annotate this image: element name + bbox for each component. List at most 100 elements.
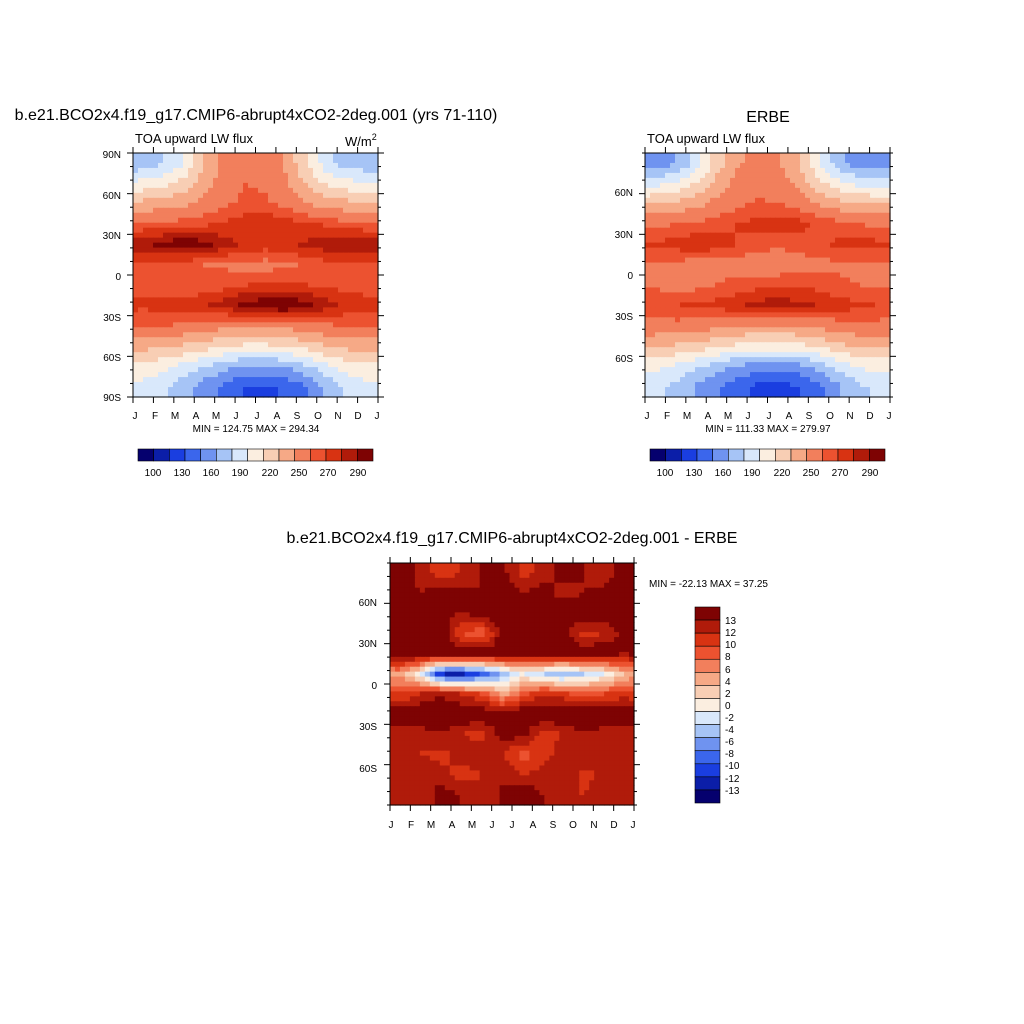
contour-cell	[348, 317, 354, 323]
contour-cell	[323, 212, 329, 219]
contour-cell	[333, 392, 339, 398]
contour-cell	[705, 202, 711, 209]
contour-cell	[153, 222, 159, 229]
contour-cell	[780, 292, 786, 299]
contour-cell	[870, 312, 876, 318]
contour-cell	[745, 337, 751, 343]
contour-cell	[288, 362, 294, 368]
contour-cell	[845, 232, 851, 239]
contour-cell	[725, 287, 731, 294]
contour-cell	[328, 372, 334, 378]
contour-cell	[263, 227, 269, 234]
contour-cell	[253, 392, 259, 398]
contour-cell	[755, 237, 761, 244]
contour-cell	[148, 317, 154, 323]
contour-cell	[323, 287, 329, 294]
contour-cell	[323, 167, 329, 174]
contour-cell	[288, 302, 294, 308]
contour-cell	[860, 267, 866, 274]
contour-cell	[655, 367, 661, 373]
contour-cell	[810, 322, 816, 328]
contour-cell	[650, 167, 656, 174]
contour-cell	[750, 172, 756, 179]
contour-cell	[253, 197, 259, 204]
contour-cell	[730, 267, 736, 274]
contour-cell	[258, 242, 264, 249]
contour-cell	[278, 172, 284, 179]
contour-cell	[368, 392, 374, 398]
contour-cell	[193, 357, 199, 363]
contour-cell	[213, 262, 219, 269]
contour-cell	[243, 177, 249, 184]
contour-cell	[348, 212, 354, 219]
contour-cell	[715, 372, 721, 378]
contour-cell	[318, 337, 324, 343]
contour-cell	[755, 347, 761, 353]
contour-cell	[213, 312, 219, 318]
contour-cell	[660, 357, 666, 363]
contour-cell	[810, 227, 816, 234]
contour-cell	[178, 153, 184, 159]
contour-cell	[660, 222, 666, 229]
contour-cell	[323, 277, 329, 284]
contour-cell	[193, 192, 199, 199]
contour-cell	[685, 362, 691, 368]
contour-cell	[353, 222, 359, 229]
contour-cell	[755, 242, 761, 249]
contour-cell	[143, 297, 149, 303]
contour-cell	[303, 232, 309, 239]
contour-cell	[148, 342, 154, 348]
contour-cell	[840, 312, 846, 318]
contour-cell	[825, 237, 831, 244]
contour-cell	[850, 177, 856, 184]
contour-cell	[218, 202, 224, 209]
contour-cell	[338, 357, 344, 363]
contour-cell	[333, 237, 339, 244]
contour-cell	[173, 307, 179, 313]
contour-cell	[665, 237, 671, 244]
contour-cell	[770, 362, 776, 368]
contour-cell	[820, 347, 826, 353]
contour-cell	[258, 277, 264, 284]
contour-cell	[825, 242, 831, 249]
contour-cell	[168, 257, 174, 264]
contour-cell	[258, 357, 264, 363]
contour-cell	[213, 177, 219, 184]
contour-cell	[153, 377, 159, 383]
contour-cell	[158, 237, 164, 244]
contour-cell	[193, 367, 199, 373]
contour-cell	[173, 172, 179, 179]
contour-cell	[855, 322, 861, 328]
model-contour-plot	[133, 153, 379, 398]
contour-cell	[333, 202, 339, 209]
contour-cell	[835, 282, 841, 289]
contour-cell	[168, 357, 174, 363]
contour-cell	[665, 317, 671, 323]
contour-cell	[268, 212, 274, 219]
contour-cell	[238, 292, 244, 299]
contour-cell	[173, 327, 179, 333]
contour-cell	[715, 332, 721, 338]
contour-cell	[223, 242, 229, 249]
contour-cell	[730, 157, 736, 164]
contour-cell	[735, 372, 741, 378]
contour-cell	[735, 172, 741, 179]
contour-cell	[203, 272, 209, 279]
contour-cell	[660, 272, 666, 279]
x-tick-label: J	[255, 411, 260, 422]
contour-cell	[690, 257, 696, 264]
contour-cell	[735, 177, 741, 184]
contour-cell	[705, 227, 711, 234]
contour-cell	[880, 392, 886, 398]
contour-cell	[263, 317, 269, 323]
contour-cell	[655, 357, 661, 363]
contour-cell	[860, 242, 866, 249]
colorbar-label: 130	[174, 468, 191, 479]
contour-cell	[830, 187, 836, 194]
contour-cell	[298, 292, 304, 299]
contour-cell	[865, 162, 871, 169]
contour-cell	[148, 302, 154, 308]
contour-cell	[138, 342, 144, 348]
contour-cell	[158, 337, 164, 343]
contour-cell	[203, 372, 209, 378]
